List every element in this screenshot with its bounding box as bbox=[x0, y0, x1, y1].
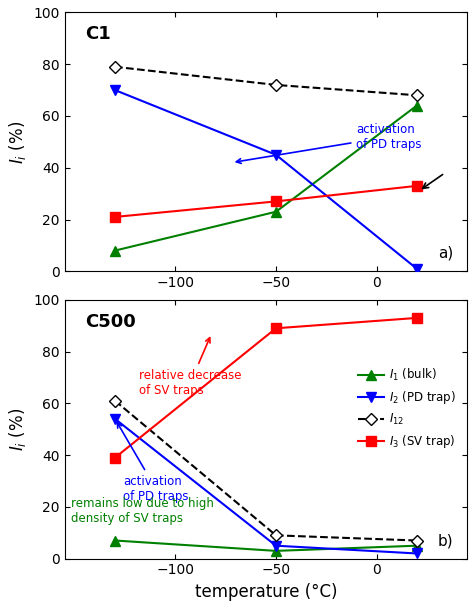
Text: relative decrease
of SV traps: relative decrease of SV traps bbox=[139, 337, 242, 396]
Text: C500: C500 bbox=[85, 313, 136, 331]
Y-axis label: $I_i$ (%): $I_i$ (%) bbox=[7, 120, 28, 164]
Legend: $I_1$ (bulk), $I_2$ (PD trap), $I_{12}$, $I_3$ (SV trap): $I_1$ (bulk), $I_2$ (PD trap), $I_{12}$,… bbox=[353, 362, 461, 455]
Text: C1: C1 bbox=[85, 26, 110, 43]
Y-axis label: $I_i$ (%): $I_i$ (%) bbox=[7, 407, 28, 451]
Text: activation
of PD traps: activation of PD traps bbox=[236, 123, 422, 164]
Text: remains low due to high
density of SV traps: remains low due to high density of SV tr… bbox=[71, 497, 214, 525]
X-axis label: temperature (°C): temperature (°C) bbox=[195, 583, 337, 601]
Text: a): a) bbox=[438, 246, 453, 261]
Text: b): b) bbox=[438, 533, 453, 548]
Text: activation
of PD traps: activation of PD traps bbox=[118, 423, 189, 503]
